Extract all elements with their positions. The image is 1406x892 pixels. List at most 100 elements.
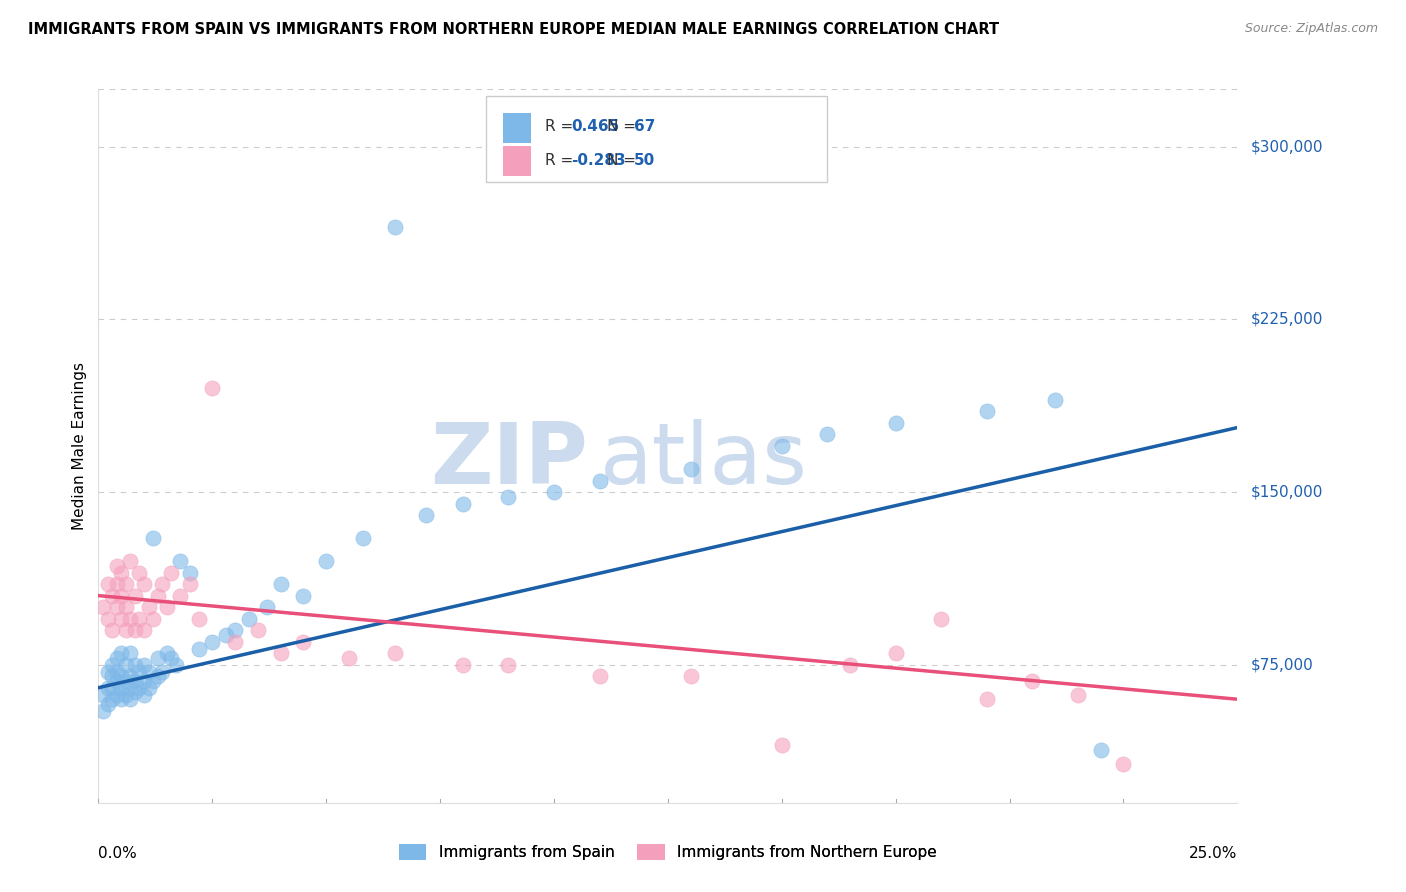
Point <box>384 646 406 660</box>
Point <box>976 692 998 706</box>
Point <box>132 657 155 672</box>
Point <box>246 623 269 637</box>
Text: atlas: atlas <box>599 418 807 502</box>
Point <box>187 641 209 656</box>
Point <box>815 427 838 442</box>
Text: $300,000: $300,000 <box>1251 139 1323 154</box>
Point <box>1067 688 1090 702</box>
Point <box>292 589 315 603</box>
Text: -0.283: -0.283 <box>571 153 626 168</box>
Point <box>451 497 474 511</box>
Point <box>124 657 146 672</box>
Point <box>120 612 142 626</box>
Point <box>120 692 142 706</box>
Point <box>169 554 191 568</box>
Legend: Immigrants from Spain, Immigrants from Northern Europe: Immigrants from Spain, Immigrants from N… <box>392 838 943 866</box>
Text: $150,000: $150,000 <box>1251 484 1323 500</box>
Point <box>498 657 520 672</box>
Point <box>224 634 246 648</box>
Point <box>201 381 224 395</box>
Point <box>315 554 337 568</box>
Point <box>451 657 474 672</box>
Point <box>110 589 132 603</box>
Point <box>105 688 128 702</box>
Text: R =: R = <box>546 119 578 134</box>
Point <box>337 650 360 665</box>
Point <box>770 439 793 453</box>
Point <box>110 612 132 626</box>
Text: 25.0%: 25.0% <box>1189 846 1237 861</box>
Point <box>120 554 142 568</box>
Point <box>215 628 238 642</box>
Point <box>839 657 862 672</box>
Point <box>101 589 124 603</box>
Text: IMMIGRANTS FROM SPAIN VS IMMIGRANTS FROM NORTHERN EUROPE MEDIAN MALE EARNINGS CO: IMMIGRANTS FROM SPAIN VS IMMIGRANTS FROM… <box>28 22 1000 37</box>
Point <box>114 673 136 688</box>
Point <box>120 669 142 683</box>
Point <box>105 650 128 665</box>
Text: Source: ZipAtlas.com: Source: ZipAtlas.com <box>1244 22 1378 36</box>
Point <box>146 650 169 665</box>
Point <box>105 558 128 573</box>
Point <box>114 688 136 702</box>
Point <box>187 612 209 626</box>
Point <box>110 692 132 706</box>
Point <box>150 577 173 591</box>
Point <box>128 665 150 679</box>
FancyBboxPatch shape <box>485 96 827 182</box>
Point <box>165 657 187 672</box>
Point <box>101 669 124 683</box>
FancyBboxPatch shape <box>503 112 531 143</box>
Point <box>114 577 136 591</box>
Point <box>1021 673 1043 688</box>
Point <box>138 600 160 615</box>
Text: 0.0%: 0.0% <box>98 846 138 861</box>
Point <box>679 669 702 683</box>
Point <box>352 531 374 545</box>
Text: N =: N = <box>607 153 641 168</box>
Point <box>101 657 124 672</box>
Point <box>124 685 146 699</box>
Point <box>114 600 136 615</box>
Point <box>105 665 128 679</box>
Point <box>96 577 118 591</box>
Point <box>201 634 224 648</box>
Point <box>498 490 520 504</box>
Point <box>1043 392 1066 407</box>
Point <box>270 646 292 660</box>
Point <box>884 646 907 660</box>
Point <box>132 688 155 702</box>
Point <box>138 681 160 695</box>
Point <box>884 416 907 430</box>
Point <box>224 623 246 637</box>
Point <box>91 704 114 718</box>
Point <box>132 673 155 688</box>
Point <box>169 589 191 603</box>
Point <box>96 697 118 711</box>
Point <box>179 577 201 591</box>
Point <box>105 577 128 591</box>
Point <box>91 600 114 615</box>
Point <box>150 665 173 679</box>
Point <box>384 220 406 235</box>
Point <box>142 673 165 688</box>
Point <box>124 673 146 688</box>
Point <box>96 612 118 626</box>
Point <box>770 738 793 752</box>
Point <box>128 681 150 695</box>
Point <box>110 681 132 695</box>
Point <box>138 665 160 679</box>
FancyBboxPatch shape <box>503 146 531 177</box>
Text: 50: 50 <box>634 153 655 168</box>
Point <box>270 577 292 591</box>
Point <box>101 692 124 706</box>
Point <box>929 612 952 626</box>
Point <box>91 688 114 702</box>
Point <box>142 612 165 626</box>
Point <box>110 646 132 660</box>
Text: $225,000: $225,000 <box>1251 312 1323 326</box>
Point <box>114 657 136 672</box>
Point <box>128 566 150 580</box>
Point <box>105 673 128 688</box>
Point <box>128 612 150 626</box>
